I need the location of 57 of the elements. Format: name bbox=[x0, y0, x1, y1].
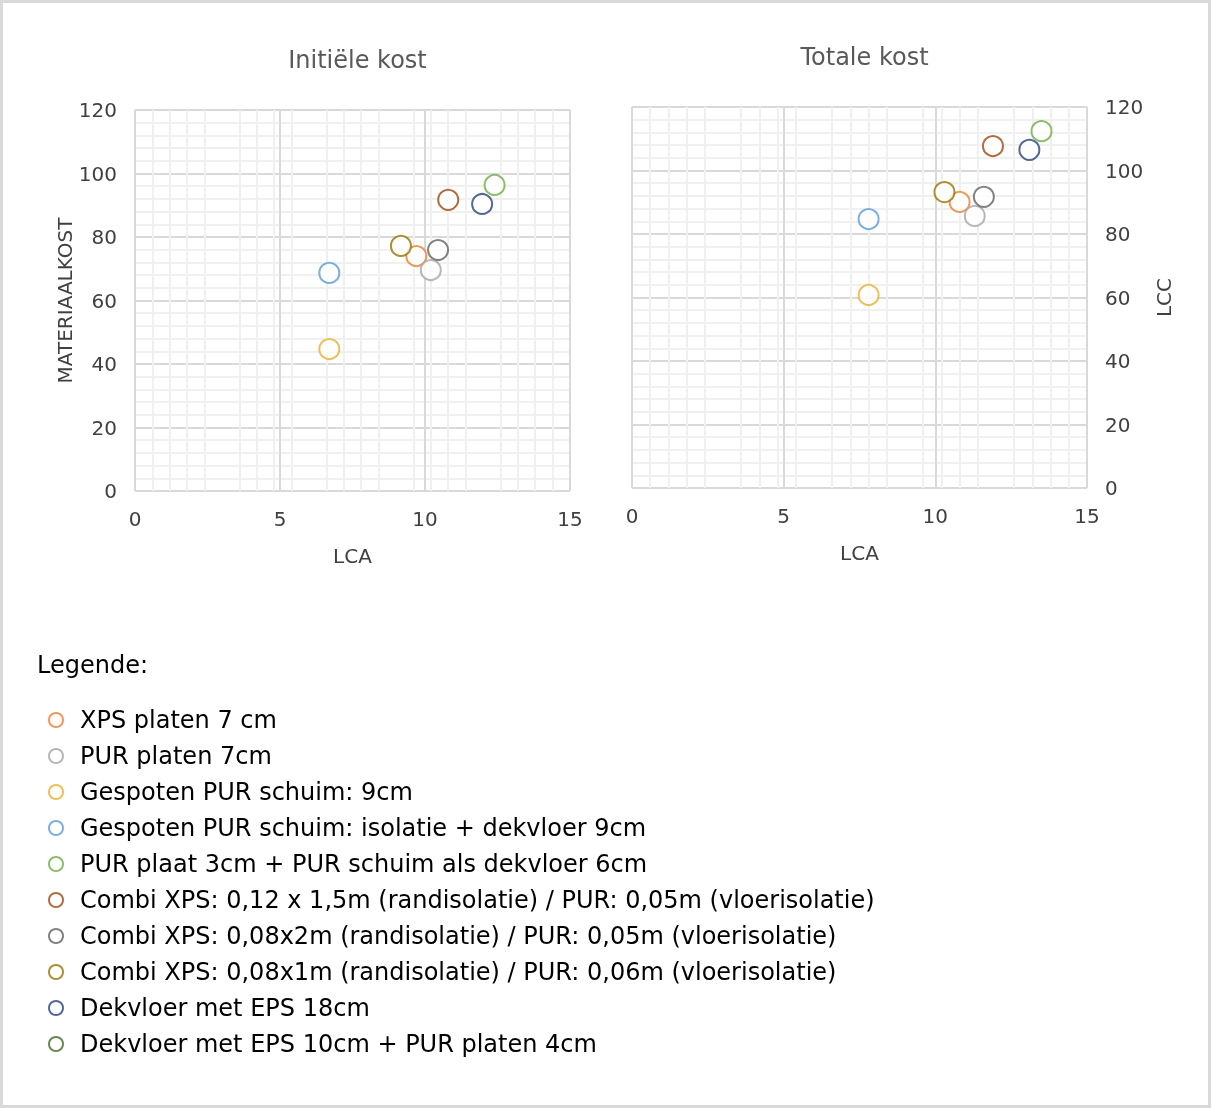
y-tick-label: 40 bbox=[91, 352, 117, 376]
point bbox=[972, 185, 995, 208]
legend-label: XPS platen 7 cm bbox=[80, 706, 277, 734]
x-tick-label: 5 bbox=[777, 504, 791, 528]
y2-tick-label: 80 bbox=[1105, 222, 1131, 246]
legend-label: Combi XPS: 0,12 x 1,5m (randisolatie) / PUR: 0,05m (vloerisolatie) bbox=[80, 886, 875, 914]
y2-tick-label: 0 bbox=[1105, 476, 1118, 500]
y2-tick-label: 20 bbox=[1105, 412, 1131, 437]
point bbox=[483, 173, 506, 196]
point bbox=[427, 239, 450, 262]
point bbox=[389, 234, 412, 257]
x-tick-label: 0 bbox=[128, 507, 142, 531]
chart-title: Totale kost bbox=[799, 43, 929, 71]
legend-label: PUR plaat 3cm + PUR schuim als dekvloer 6cm bbox=[80, 850, 648, 878]
x-tick-label: 5 bbox=[273, 507, 287, 531]
legend-label: Dekvloer met EPS 10cm + PUR platen 4cm bbox=[80, 1030, 597, 1058]
point bbox=[419, 259, 442, 282]
legend-label: Combi XPS: 0,08x1m (randisolatie) / PUR: 0,06m (vloerisolatie) bbox=[80, 958, 837, 986]
point bbox=[857, 283, 880, 306]
point bbox=[471, 192, 494, 215]
y-tick-label: 100 bbox=[78, 161, 117, 186]
x-tick-label: 0 bbox=[625, 504, 639, 528]
point bbox=[933, 181, 956, 204]
x-tick-label: 10 bbox=[922, 504, 949, 528]
y2-tick-label: 60 bbox=[1105, 285, 1131, 310]
point bbox=[318, 261, 341, 284]
point bbox=[318, 338, 341, 361]
point bbox=[857, 208, 880, 231]
legend-label: Gespoten PUR schuim: 9cm bbox=[80, 778, 413, 806]
point bbox=[981, 135, 1004, 158]
y-axis-title: MATERIAALKOST bbox=[52, 216, 77, 384]
point bbox=[405, 245, 428, 268]
point bbox=[1030, 120, 1053, 143]
y-tick-label: 120 bbox=[78, 98, 117, 122]
point bbox=[437, 188, 460, 211]
y2-tick-label: 40 bbox=[1105, 349, 1131, 373]
x-axis-title: LCA bbox=[840, 541, 880, 565]
legend-label: Combi XPS: 0,08x2m (randisolatie) / PUR: 0,05m (vloerisolatie) bbox=[80, 922, 837, 950]
y-tick-label: 20 bbox=[91, 415, 117, 440]
point bbox=[948, 190, 971, 213]
legend-label: Dekvloer met EPS 18cm bbox=[80, 994, 370, 1022]
y-tick-label: 80 bbox=[91, 225, 117, 249]
legend-title: Legende: bbox=[37, 651, 149, 679]
chart-title: Initiële kost bbox=[288, 46, 427, 74]
x-tick-label: 15 bbox=[557, 507, 583, 531]
x-tick-label: 10 bbox=[412, 507, 438, 531]
y2-axis-title: LCC bbox=[1152, 277, 1177, 318]
x-axis-title: LCA bbox=[333, 544, 373, 568]
y2-tick-label: 120 bbox=[1105, 95, 1144, 119]
point bbox=[1018, 138, 1041, 161]
point bbox=[963, 204, 986, 227]
x-tick-label: 15 bbox=[1074, 504, 1100, 528]
y-tick-label: 0 bbox=[104, 479, 117, 503]
y-tick-label: 60 bbox=[91, 288, 117, 313]
legend-label: Gespoten PUR schuim: isolatie + dekvloer 9cm bbox=[80, 814, 647, 842]
legend-label: PUR platen 7cm bbox=[80, 742, 272, 770]
y2-tick-label: 100 bbox=[1105, 158, 1144, 183]
